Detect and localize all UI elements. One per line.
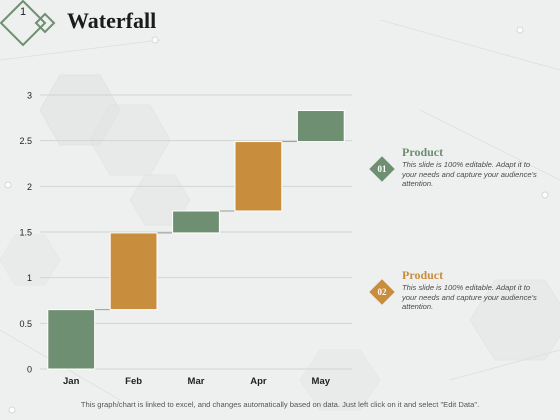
- x-tick-label: May: [312, 376, 331, 387]
- y-tick-label: 1: [27, 273, 32, 283]
- page-title: Waterfall: [67, 8, 157, 33]
- legend-title-02: Product: [402, 268, 444, 282]
- x-tick-label: Apr: [250, 376, 267, 387]
- legend-marker-01: 01: [369, 156, 396, 183]
- legend-title-01: Product: [402, 145, 444, 159]
- y-tick-label: 2.5: [19, 136, 32, 146]
- y-tick-label: 0: [27, 365, 32, 375]
- x-tick-label: Jan: [63, 376, 80, 387]
- legend-number-02: 02: [377, 287, 387, 297]
- bar-feb: [109, 232, 158, 311]
- slide-number: 1: [19, 6, 27, 18]
- y-tick-label: 1.5: [19, 228, 32, 238]
- footer-note: This graph/chart is linked to excel, and…: [80, 400, 480, 409]
- bar-may: [296, 110, 345, 143]
- x-tick-label: Feb: [125, 376, 142, 387]
- bar-mar: [172, 210, 220, 234]
- legend-description-01: This slide is 100% editable. Adapt it to…: [402, 160, 537, 189]
- slide-number-badge: [0, 0, 56, 47]
- y-tick-label: 3: [27, 91, 32, 101]
- legend-description-02: This slide is 100% editable. Adapt it to…: [402, 283, 537, 312]
- legend-marker-02: 02: [369, 279, 396, 306]
- y-tick-label: 0.5: [19, 319, 32, 329]
- bar-jan: [47, 309, 96, 370]
- bar-apr: [234, 141, 283, 212]
- x-tick-label: Mar: [188, 376, 205, 387]
- y-tick-label: 2: [27, 182, 32, 192]
- legend-number-01: 01: [377, 164, 387, 174]
